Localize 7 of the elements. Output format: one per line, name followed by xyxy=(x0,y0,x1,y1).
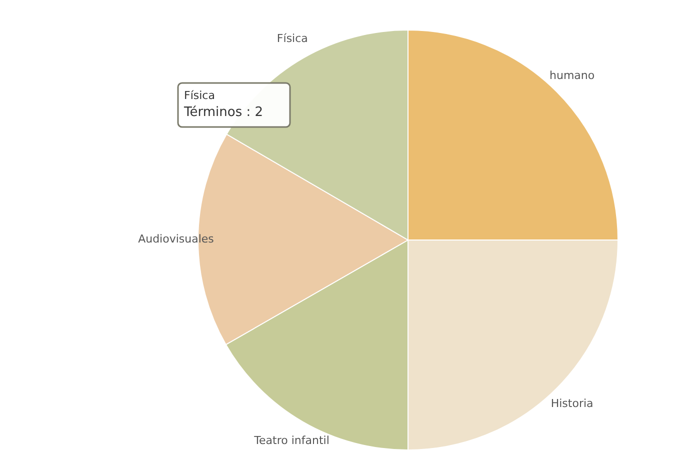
slice-label: humano xyxy=(549,68,595,82)
slice-label: Audiovisuales xyxy=(138,232,214,246)
text: Términos : 2 xyxy=(183,105,264,120)
slice-label: Teatro infantil xyxy=(253,434,330,447)
slice-label: Historia xyxy=(550,397,594,410)
slice-label: Física xyxy=(276,32,308,45)
text: Física xyxy=(184,89,215,102)
